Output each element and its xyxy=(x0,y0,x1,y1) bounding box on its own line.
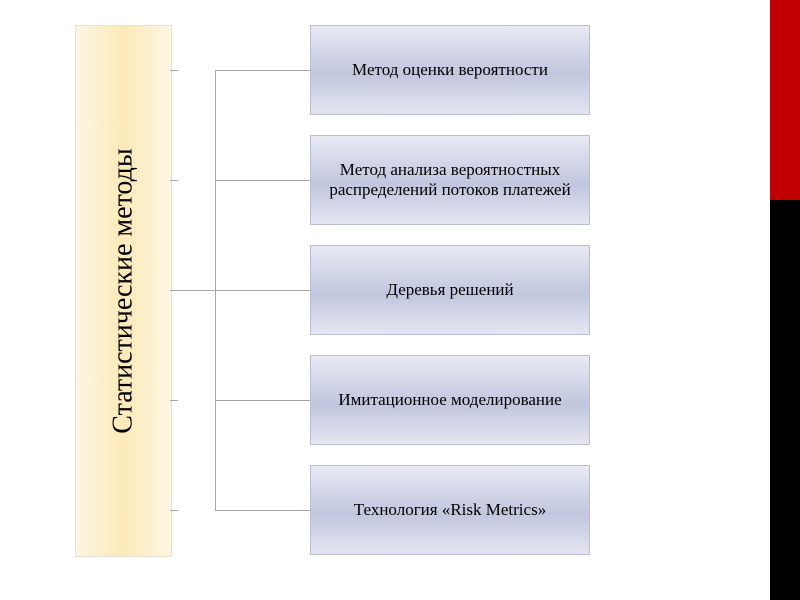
parent-node-label: Статистические методы xyxy=(108,148,140,433)
child-node-label: Имитационное моделирование xyxy=(338,390,561,410)
child-node-label: Технология «Risk Metrics» xyxy=(354,500,546,520)
child-node-label: Деревья решений xyxy=(386,280,513,300)
connector-branch xyxy=(215,400,310,401)
child-node: Метод анализа вероятностных распределени… xyxy=(310,135,590,225)
connector-tick xyxy=(170,290,178,291)
connector-branch xyxy=(215,180,310,181)
connector-tick xyxy=(170,510,178,511)
connector-tick xyxy=(170,180,178,181)
connector-tick xyxy=(170,70,178,71)
child-node: Деревья решений xyxy=(310,245,590,335)
child-node-label: Метод оценки вероятности xyxy=(352,60,548,80)
connector-trunk xyxy=(215,70,216,510)
parent-node: Статистические методы xyxy=(75,25,172,557)
connector-branch xyxy=(215,510,310,511)
child-node-label: Метод анализа вероятностных распределени… xyxy=(319,160,581,200)
child-node: Имитационное моделирование xyxy=(310,355,590,445)
child-node: Метод оценки вероятности xyxy=(310,25,590,115)
connector-branch xyxy=(215,290,310,291)
connector-branch xyxy=(215,70,310,71)
accent-bar-red xyxy=(770,0,800,200)
child-node: Технология «Risk Metrics» xyxy=(310,465,590,555)
accent-bar-black xyxy=(770,200,800,600)
connector-tick xyxy=(170,400,178,401)
